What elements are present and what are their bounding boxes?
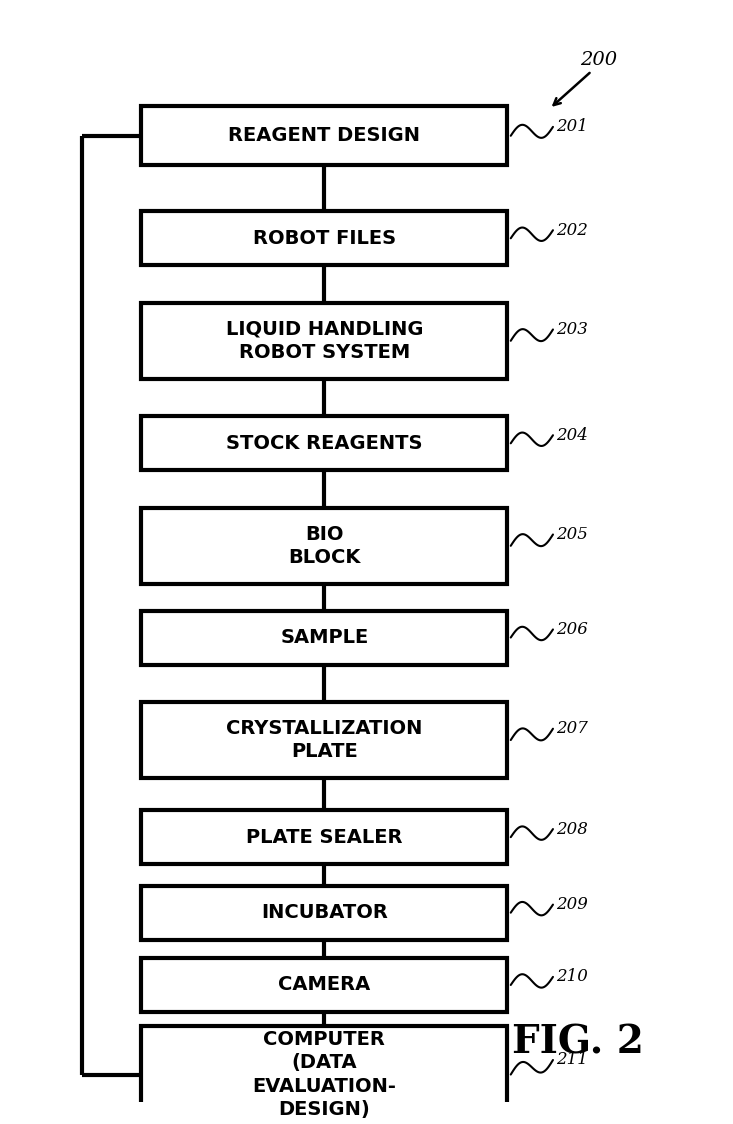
Text: CAMERA: CAMERA (278, 976, 370, 995)
Text: 203: 203 (556, 321, 589, 338)
Text: PLATE SEALER: PLATE SEALER (246, 827, 402, 846)
Text: 211: 211 (556, 1051, 589, 1069)
Text: SAMPLE: SAMPLE (280, 628, 369, 647)
Bar (141, 702, 507, 778)
Bar (141, 211, 507, 265)
Text: 202: 202 (556, 221, 589, 238)
Text: LIQUID HANDLING
ROBOT SYSTEM: LIQUID HANDLING ROBOT SYSTEM (226, 319, 423, 362)
Text: 210: 210 (556, 969, 589, 986)
Text: REAGENT DESIGN: REAGENT DESIGN (228, 126, 420, 145)
Bar (141, 416, 507, 470)
Text: 204: 204 (556, 427, 589, 444)
Text: 208: 208 (556, 821, 589, 837)
Text: STOCK REAGENTS: STOCK REAGENTS (226, 434, 422, 453)
Bar (141, 303, 507, 379)
Text: 200: 200 (580, 52, 617, 70)
Text: ROBOT FILES: ROBOT FILES (253, 229, 396, 247)
Text: BIO
BLOCK: BIO BLOCK (288, 525, 361, 568)
Text: 206: 206 (556, 620, 589, 638)
Bar (141, 106, 507, 165)
Bar (141, 886, 507, 940)
Bar (141, 610, 507, 664)
Text: 209: 209 (556, 896, 589, 913)
Bar (141, 508, 507, 583)
Text: CRYSTALLIZATION
PLATE: CRYSTALLIZATION PLATE (226, 718, 422, 761)
Text: FIG. 2: FIG. 2 (512, 1023, 644, 1061)
Bar (141, 810, 507, 864)
Text: COMPUTER
(DATA
EVALUATION-
DESIGN): COMPUTER (DATA EVALUATION- DESIGN) (252, 1030, 397, 1120)
Text: 207: 207 (556, 720, 589, 737)
Text: 201: 201 (556, 118, 589, 135)
Bar (141, 958, 507, 1012)
Bar (141, 1026, 507, 1123)
Text: 205: 205 (556, 526, 589, 543)
Text: INCUBATOR: INCUBATOR (261, 904, 388, 922)
